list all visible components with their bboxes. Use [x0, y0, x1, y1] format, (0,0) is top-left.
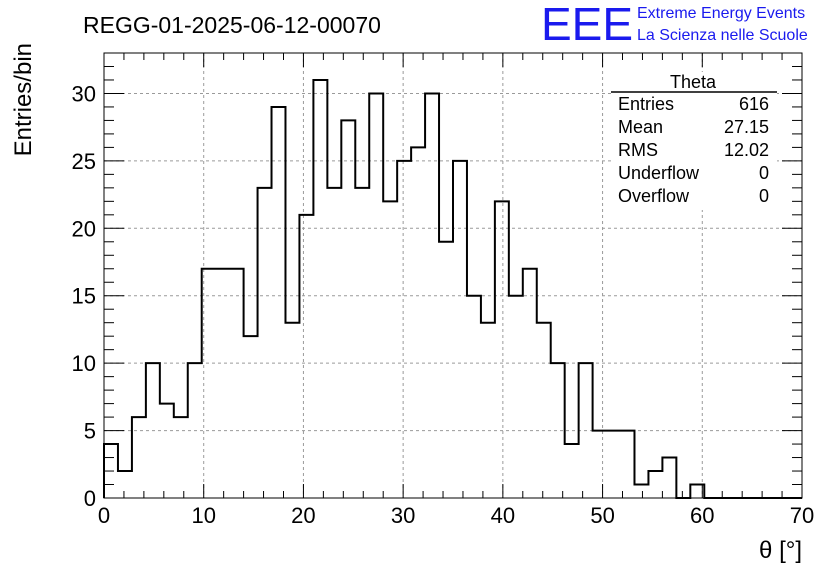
histogram-bin	[593, 431, 607, 498]
histogram-bin	[453, 161, 467, 498]
stats-value: 27.15	[724, 117, 769, 137]
x-tick-label: 40	[491, 503, 515, 528]
plot-frame	[103, 52, 803, 499]
histogram-bin	[272, 107, 286, 498]
y-tick-label: 5	[84, 419, 96, 444]
histogram-bin	[537, 323, 551, 498]
stats-row-underflow: Underflow 0	[618, 163, 769, 183]
histogram-bin	[258, 188, 272, 498]
y-tick-label: 0	[84, 486, 96, 511]
histogram-bin	[313, 80, 327, 498]
x-tick-label: 30	[391, 503, 415, 528]
stats-row-overflow: Overflow 0	[618, 186, 769, 206]
histogram-bin	[621, 431, 635, 498]
stats-value: 0	[759, 186, 769, 206]
y-axis-label: Entries/bin	[10, 43, 37, 156]
histogram-bin	[634, 485, 648, 498]
histogram-bin	[397, 161, 411, 498]
histogram-bin	[648, 471, 662, 498]
x-tick-label: 50	[590, 503, 614, 528]
histogram-bin	[523, 269, 537, 498]
logo-line-2: La Scienza nelle Scuole	[637, 27, 808, 44]
x-tick-label: 10	[191, 503, 215, 528]
stats-label: RMS	[618, 140, 658, 160]
histogram	[103, 78, 802, 499]
x-tick-label: 60	[690, 503, 714, 528]
histogram-bin	[467, 296, 481, 498]
stats-row-mean: Mean 27.15	[618, 117, 769, 137]
y-tick-label: 15	[72, 284, 96, 309]
stats-box: Theta Entries 616 Mean 27.15 RMS 12.02 U…	[611, 72, 777, 210]
histogram-bin	[509, 296, 523, 498]
stats-box-background	[611, 72, 777, 210]
x-tick-label: 20	[291, 503, 315, 528]
stats-title: Theta	[670, 72, 717, 92]
histogram-bin	[411, 147, 425, 498]
histogram-bin	[216, 269, 230, 498]
y-tick-label: 20	[72, 216, 96, 241]
x-tick-label: 0	[98, 503, 110, 528]
histogram-bin	[495, 201, 509, 498]
stats-label: Overflow	[618, 186, 690, 206]
histogram-bin	[160, 404, 174, 498]
histogram-bin	[132, 417, 146, 498]
histogram-bin	[327, 188, 341, 498]
histogram-bin	[439, 242, 453, 498]
stats-value: 12.02	[724, 140, 769, 160]
histogram-outline	[103, 78, 802, 499]
histogram-bin	[565, 444, 579, 498]
histogram-bin	[341, 120, 355, 498]
stats-row-entries: Entries 616	[618, 94, 769, 114]
stats-value: 0	[759, 163, 769, 183]
histogram-bin	[481, 323, 495, 498]
histogram-bin	[662, 458, 676, 498]
stats-value: 616	[739, 94, 769, 114]
x-tick-label: 70	[790, 503, 814, 528]
x-axis: 0 10 20 30 40 50 60 70	[98, 53, 814, 528]
histogram-bin	[230, 269, 244, 498]
eee-logo: EEE Extreme Energy Events La Scienza nel…	[541, 0, 808, 50]
y-tick-label: 30	[72, 81, 96, 106]
y-tick-label: 25	[72, 149, 96, 174]
histogram-bin	[383, 201, 397, 498]
logo-mark: EEE	[541, 0, 633, 50]
histogram-bin	[285, 323, 299, 498]
histogram-bin	[299, 215, 313, 498]
logo-line-1: Extreme Energy Events	[637, 5, 805, 22]
y-axis: 0 5 10 15 20 25 30	[72, 52, 802, 511]
histogram-bin	[355, 188, 369, 498]
stats-label: Entries	[618, 94, 674, 114]
stats-label: Mean	[618, 117, 663, 137]
histogram-bin	[244, 336, 258, 498]
chart-title: REGG-01-2025-06-12-00070	[83, 12, 381, 38]
stats-row-rms: RMS 12.02	[618, 140, 769, 160]
x-axis-label: θ [°]	[759, 537, 802, 564]
histogram-bin	[174, 417, 188, 498]
histogram-bin	[118, 471, 132, 498]
stats-label: Underflow	[618, 163, 700, 183]
y-tick-label: 10	[72, 351, 96, 376]
histogram-bin	[607, 431, 621, 498]
